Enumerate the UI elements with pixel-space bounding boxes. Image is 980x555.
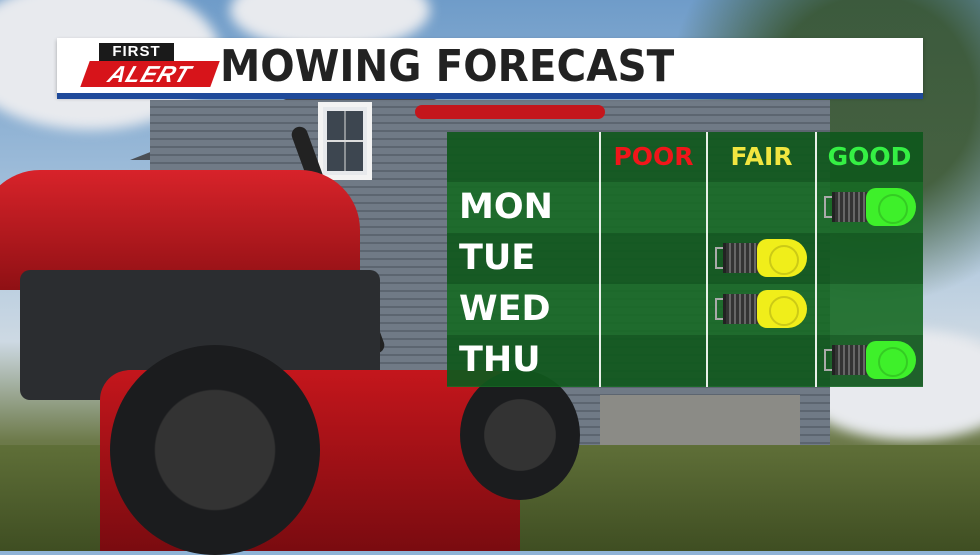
table-row: MON <box>447 182 923 233</box>
first-alert-logo: FIRST ALERT <box>80 43 220 89</box>
mower-icon-fair <box>715 288 807 330</box>
title-stripe <box>57 93 923 99</box>
column-divider <box>706 132 708 387</box>
mower-icon-fair <box>715 237 807 279</box>
title-bar: FIRST ALERT MOWING FORECAST <box>57 38 923 99</box>
forecast-board: POOR FAIR GOOD MON TUE WED THU <box>447 132 923 387</box>
column-divider <box>815 132 817 387</box>
header-row <box>447 132 923 182</box>
page-title: MOWING FORECAST <box>220 41 675 92</box>
table-row: TUE <box>447 233 923 284</box>
column-header-poor: POOR <box>613 142 694 171</box>
house-window <box>318 102 372 180</box>
logo-first: FIRST <box>99 43 174 61</box>
logo-alert: ALERT <box>80 61 220 87</box>
day-label: MON <box>459 187 553 227</box>
mower-icon-good <box>824 186 916 228</box>
day-label: WED <box>459 289 551 329</box>
mower-front-wheel <box>110 345 320 555</box>
table-row: WED <box>447 284 923 335</box>
day-label: TUE <box>459 238 536 278</box>
mower-icon-good <box>824 339 916 381</box>
day-label: THU <box>459 340 541 380</box>
column-divider <box>599 132 601 387</box>
column-header-fair: FAIR <box>730 142 793 171</box>
column-header-good: GOOD <box>827 142 912 171</box>
mower-rear-wheel <box>460 370 580 500</box>
mower-handle-bar <box>415 105 605 119</box>
